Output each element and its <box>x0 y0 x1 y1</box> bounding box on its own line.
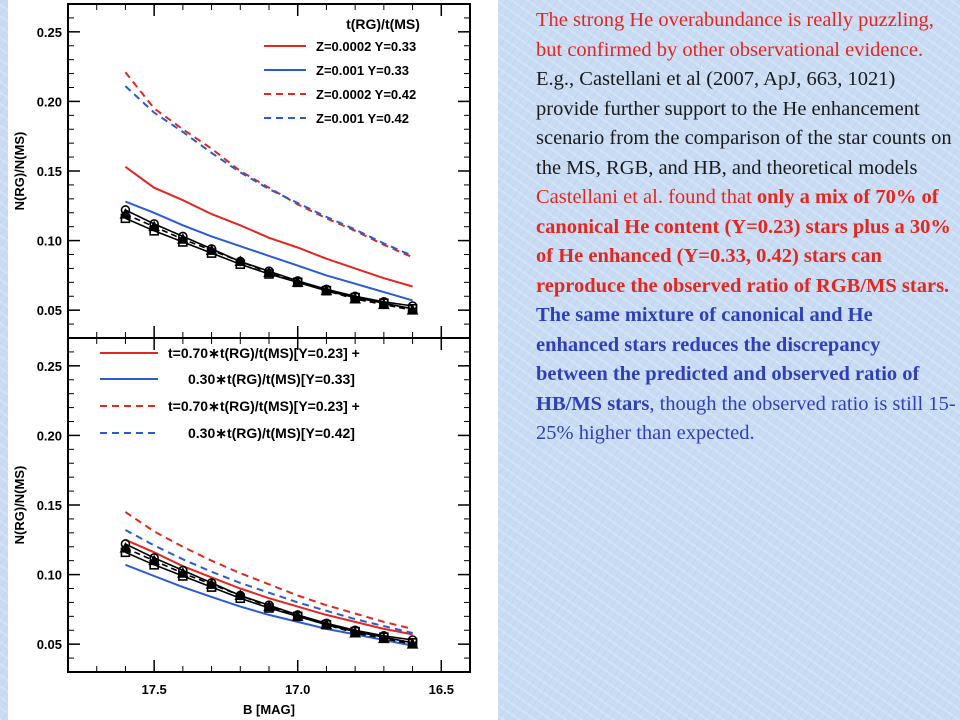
legend-title: t(RG)/t(MS) <box>346 16 420 32</box>
data-point <box>205 578 218 589</box>
data-point <box>349 627 361 638</box>
series-line <box>124 165 413 288</box>
series-line <box>124 529 413 634</box>
data-point <box>378 632 390 644</box>
data-point <box>263 266 275 278</box>
y-tick-label: 0.05 <box>37 303 62 318</box>
data-point <box>349 293 361 304</box>
legend-label: Z=0.001 Y=0.33 <box>316 63 409 78</box>
x-tick-label: 17.0 <box>285 682 310 697</box>
data-point <box>177 567 189 578</box>
data-point <box>406 304 419 315</box>
plot-frame <box>67 337 471 673</box>
data-point <box>119 208 132 219</box>
finding-intro: Castellani et al. found that <box>536 186 757 208</box>
y-tick-label: 0.15 <box>37 164 62 179</box>
legend-label: Z=0.0002 Y=0.42 <box>316 87 416 102</box>
series-line <box>125 217 413 310</box>
data-point <box>320 284 333 296</box>
series-line <box>125 538 413 636</box>
data-point <box>291 276 304 287</box>
series-line <box>124 511 413 630</box>
legend-label: t=0.70∗t(RG)/t(MS)[Y=0.23] + <box>168 345 360 361</box>
commentary-text: The strong He overabundance is really pu… <box>536 6 956 449</box>
series-line <box>124 71 413 259</box>
legend-label: 0.30∗t(RG)/t(MS)[Y=0.33] <box>188 371 355 387</box>
paragraph-mixture: The same mixture of canonical and He enh… <box>536 301 956 449</box>
paragraph-castellani-finding: Castellani et al. found that only a mix … <box>536 183 956 301</box>
y-tick-label: 0.20 <box>37 94 62 109</box>
y-axis-label: N(RG)/N(MS) <box>12 132 27 211</box>
data-point <box>291 610 304 621</box>
y-tick-label: 0.10 <box>37 568 62 583</box>
y-tick-label: 0.05 <box>37 637 62 652</box>
data-point <box>148 220 160 232</box>
data-point <box>378 298 390 310</box>
plot-frame <box>67 3 471 339</box>
series-line <box>124 85 413 257</box>
finding-bold: only a mix of 70% of canonical He conten… <box>536 186 951 297</box>
mixture-tail: , though the observed ratio is still 15-… <box>536 392 956 445</box>
legend-label: 0.30∗t(RG)/t(MS)[Y=0.42] <box>188 425 355 441</box>
data-point <box>406 638 419 649</box>
data-point <box>148 554 160 566</box>
data-point <box>119 542 132 553</box>
paragraph-overabundance: The strong He overabundance is really pu… <box>536 9 934 61</box>
data-point <box>234 589 247 600</box>
figure-panel: 0.05 0.10 0.15 0.20 0.25 N(RG)/N(MS) t(RG)/t(M… <box>8 0 498 720</box>
legend-label: Z=0.001 Y=0.42 <box>316 111 409 126</box>
chart-panel-2: 0.05 0.10 0.15 0.20 0.25 17.5 17.0 16.5 N(RG)/N(… <box>12 337 471 717</box>
data-point <box>205 244 218 255</box>
data-point <box>177 233 189 244</box>
chart-panel-1: 0.05 0.10 0.15 0.20 0.25 N(RG)/N(MS) t(RG)/t(M… <box>12 3 471 339</box>
plot-figure: 0.05 0.10 0.15 0.20 0.25 N(RG)/N(MS) t(RG)/t(M… <box>12 3 471 717</box>
legend-label: Z=0.0002 Y=0.33 <box>316 39 416 54</box>
series-line <box>125 200 413 302</box>
y-tick-label: 0.25 <box>37 359 62 374</box>
x-axis-label: B [MAG] <box>243 702 295 717</box>
data-point <box>320 618 333 630</box>
legend-label: t=0.70∗t(RG)/t(MS)[Y=0.23] + <box>168 398 360 414</box>
y-tick-label: 0.10 <box>37 234 62 249</box>
x-tick-label: 17.5 <box>141 682 166 697</box>
y-tick-label: 0.15 <box>37 498 62 513</box>
paragraph-castellani-reference: E.g., Castellani et al (2007, ApJ, 663, … <box>536 68 952 179</box>
y-tick-label: 0.25 <box>37 25 62 40</box>
y-tick-label: 0.20 <box>37 428 62 443</box>
series-line <box>125 563 413 647</box>
series-line <box>125 213 413 311</box>
series-line <box>125 209 413 307</box>
x-tick-label: 16.5 <box>429 682 454 697</box>
data-point <box>263 600 275 612</box>
series-line <box>125 547 413 645</box>
mixture-bold: The same mixture of canonical and He enh… <box>536 304 920 415</box>
data-point <box>234 255 247 266</box>
y-axis-label: N(RG)/N(MS) <box>12 466 27 545</box>
